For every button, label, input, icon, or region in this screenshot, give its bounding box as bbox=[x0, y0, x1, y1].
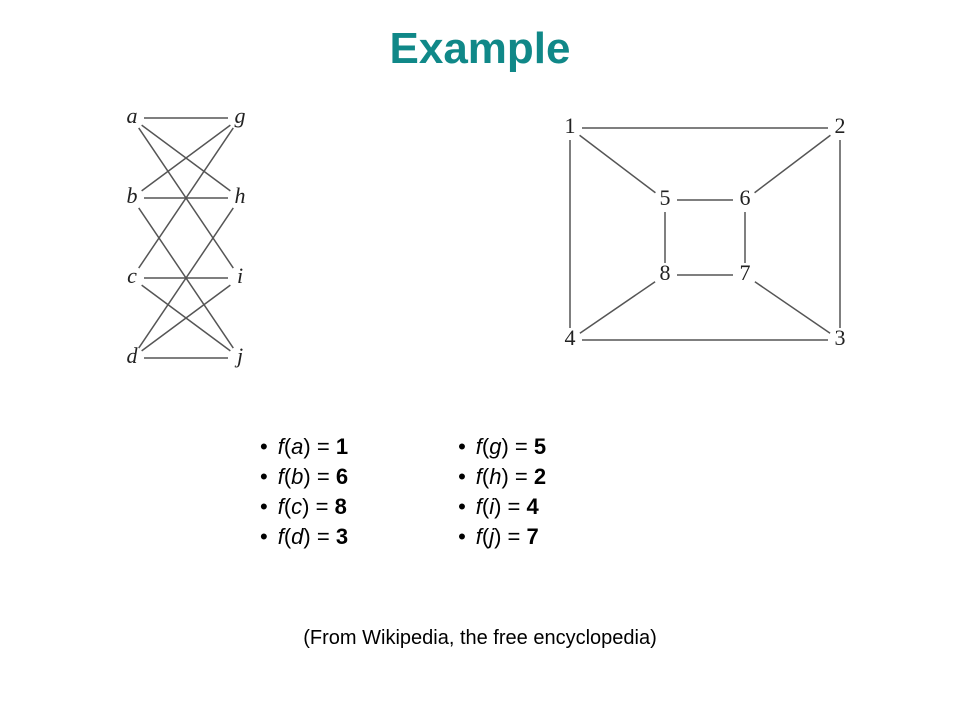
slide-title: Example bbox=[0, 24, 960, 74]
node-label-1: 1 bbox=[565, 113, 576, 138]
mapping-column-right: f(g) = 5 f(h) = 2 f(i) = 4 f(j) = 7 bbox=[458, 430, 546, 554]
mapping-item: f(g) = 5 bbox=[458, 434, 546, 460]
graph-right-square: 1 2 3 4 5 6 7 8 bbox=[540, 100, 870, 370]
node-label-i: i bbox=[237, 263, 243, 288]
node-label-6: 6 bbox=[740, 185, 751, 210]
source-attribution: (From Wikipedia, the free encyclopedia) bbox=[0, 627, 960, 650]
mapping-item: f(i) = 4 bbox=[458, 494, 546, 520]
mapping-item: f(b) = 6 bbox=[260, 464, 348, 490]
slide: Example a g b h c i d j 1 2 3 4 5 6 7 8 f(a) = 1 f(b) =… bbox=[0, 0, 960, 720]
node-label-a: a bbox=[127, 103, 138, 128]
mapping-column-left: f(a) = 1 f(b) = 6 f(c) = 8 f(d) = 3 bbox=[260, 430, 348, 554]
node-label-3: 3 bbox=[835, 325, 846, 350]
node-label-c: c bbox=[127, 263, 137, 288]
node-label-2: 2 bbox=[835, 113, 846, 138]
node-label-4: 4 bbox=[565, 325, 576, 350]
mapping-item: f(a) = 1 bbox=[260, 434, 348, 460]
mapping-item: f(c) = 8 bbox=[260, 494, 348, 520]
node-label-g: g bbox=[235, 103, 246, 128]
graph-left-bipartite: a g b h c i d j bbox=[100, 90, 290, 380]
node-label-j: j bbox=[234, 343, 243, 368]
mapping-item: f(d) = 3 bbox=[260, 524, 348, 550]
mapping-item: f(j) = 7 bbox=[458, 524, 546, 550]
mapping-item: f(h) = 2 bbox=[458, 464, 546, 490]
node-label-d: d bbox=[127, 343, 139, 368]
node-label-5: 5 bbox=[660, 185, 671, 210]
node-label-8: 8 bbox=[660, 260, 671, 285]
mapping-list: f(a) = 1 f(b) = 6 f(c) = 8 f(d) = 3 f(g) = … bbox=[260, 430, 546, 554]
node-label-b: b bbox=[127, 183, 138, 208]
node-label-7: 7 bbox=[740, 260, 751, 285]
node-label-h: h bbox=[235, 183, 246, 208]
